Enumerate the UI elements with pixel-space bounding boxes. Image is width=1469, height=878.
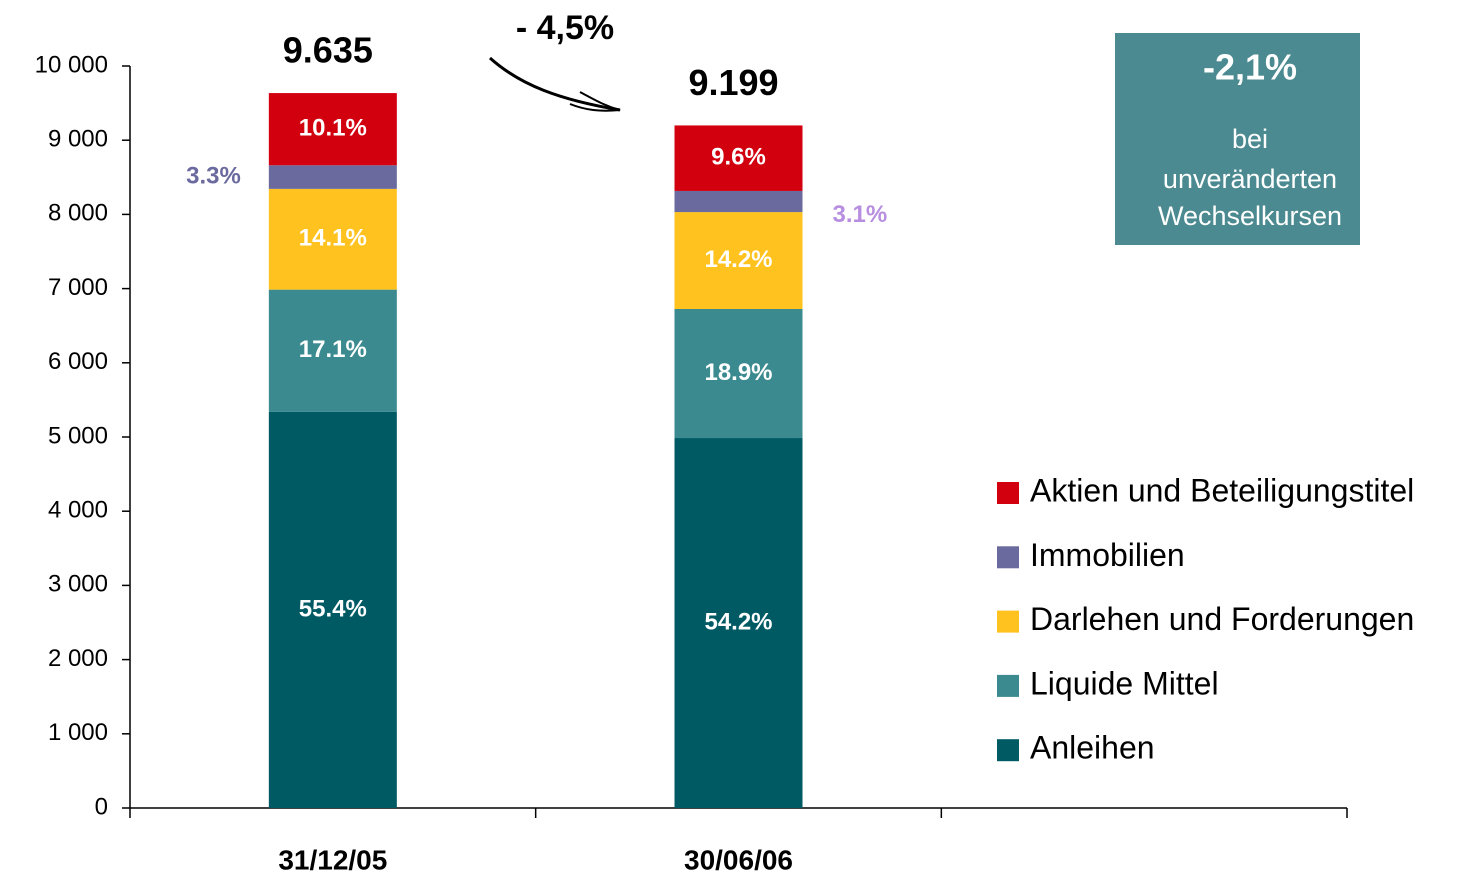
legend-swatch: [997, 546, 1019, 569]
total-label: 9.635: [283, 30, 373, 71]
y-tick-label: 10 000: [35, 51, 108, 78]
bar-segment: [268, 93, 397, 166]
change-arrow: [488, 56, 621, 112]
legend-swatch: [997, 739, 1019, 762]
box-value: -2,1%: [1203, 47, 1297, 88]
legend-label: Liquide Mittel: [1030, 665, 1219, 701]
bar-segment: [674, 212, 803, 310]
share-label: 14.2%: [704, 246, 772, 273]
share-label: 10.1%: [299, 115, 367, 142]
share-label: 9.6%: [711, 144, 766, 171]
total-label: 9.199: [688, 62, 778, 103]
bar-segment: [674, 125, 803, 191]
bar-segment: [674, 438, 803, 808]
bar-segment: [268, 289, 397, 412]
y-tick-label: 2 000: [48, 645, 108, 672]
legend-label: Darlehen und Forderungen: [1030, 601, 1414, 637]
legend-label: Anleihen: [1030, 730, 1155, 766]
box-line: bei: [1232, 124, 1268, 154]
bar-segment: [674, 190, 803, 213]
annotation-box: [1115, 33, 1360, 245]
share-label: 54.2%: [704, 608, 772, 635]
y-tick-label: 8 000: [48, 200, 108, 227]
y-tick-label: 5 000: [48, 422, 108, 449]
bar-segment: [268, 165, 397, 189]
y-tick-label: 6 000: [48, 348, 108, 375]
share-label: 14.1%: [299, 225, 367, 252]
y-tick-label: 9 000: [48, 126, 108, 153]
share-label: 55.4%: [299, 595, 367, 622]
box-line: Wechselkursen: [1158, 201, 1342, 231]
box-line: unveränderten: [1163, 164, 1337, 194]
share-label: 3.3%: [186, 162, 241, 189]
y-tick-label: 1 000: [48, 719, 108, 746]
legend-label: Aktien und Beteiligungstitel: [1030, 472, 1414, 508]
legend-swatch: [997, 482, 1019, 504]
y-tick-label: 0: [95, 793, 108, 820]
share-label: 18.9%: [704, 359, 772, 386]
share-label: 17.1%: [299, 336, 367, 363]
bar-segment: [674, 309, 803, 439]
y-tick-label: 3 000: [48, 571, 108, 598]
legend-swatch: [997, 674, 1019, 697]
bar-segment: [268, 411, 397, 808]
x-tick-label: 30/06/06: [684, 844, 793, 875]
legend-swatch: [997, 610, 1019, 633]
bar-segment: [268, 188, 397, 290]
arrow-head: [569, 91, 621, 112]
change-annotation: - 4,5%: [516, 9, 614, 47]
y-tick-label: 7 000: [48, 274, 108, 301]
share-label: 3.1%: [833, 201, 888, 228]
y-tick-label: 4 000: [48, 497, 108, 524]
legend-label: Immobilien: [1030, 537, 1185, 573]
x-tick-label: 31/12/05: [278, 844, 387, 875]
